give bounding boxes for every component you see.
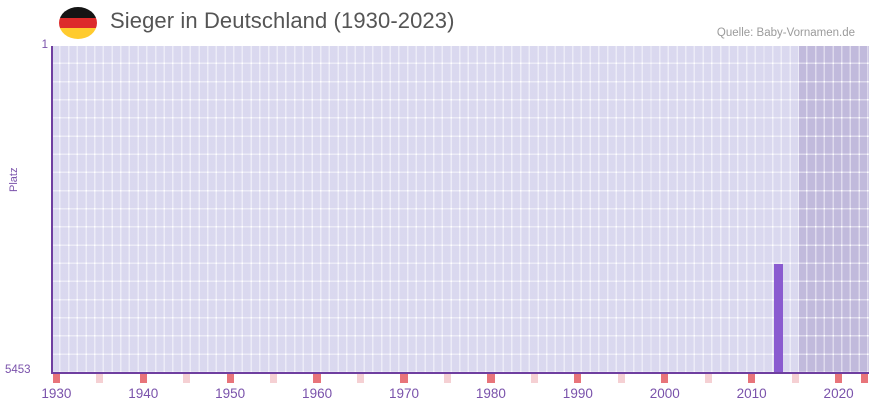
x-tick-major (834, 374, 843, 383)
x-axis-tick-label: 2000 (649, 386, 680, 401)
x-tick-minor (443, 374, 452, 383)
chart-header: Sieger in Deutschland (1930-2023) Quelle… (0, 0, 873, 46)
x-tick-minor (704, 374, 712, 383)
x-tick-minor (530, 374, 538, 383)
y-axis-tick-bottom: 5453 (5, 364, 31, 376)
flag-band-black (59, 7, 97, 18)
flag-band-gold (59, 28, 97, 39)
plot-area (52, 46, 869, 373)
x-axis-ticks (52, 374, 869, 383)
x-tick-major (52, 374, 60, 383)
x-axis-tick-label: 1950 (215, 386, 246, 401)
shaded-region (799, 46, 869, 373)
x-axis-tick-label: 2010 (736, 386, 767, 401)
y-axis-line (51, 46, 53, 374)
data-bar[interactable] (774, 263, 784, 373)
x-tick-minor (270, 374, 278, 383)
x-axis-line (51, 372, 869, 374)
german-flag-icon (59, 7, 97, 39)
x-axis-tick-label: 1970 (388, 386, 420, 401)
x-tick-major (574, 374, 582, 383)
bars-layer (52, 46, 869, 373)
x-tick-minor (183, 374, 191, 383)
x-axis-tick-label: 1930 (41, 386, 72, 401)
x-tick-major (313, 374, 321, 383)
x-tick-major (861, 374, 869, 383)
x-axis-tick-label: 1980 (475, 386, 506, 401)
x-tick-minor (96, 374, 104, 383)
x-tick-major (748, 374, 756, 383)
x-tick-major (661, 374, 669, 383)
x-tick-major (400, 374, 408, 383)
x-tick-minor (356, 374, 365, 383)
page-title: Sieger in Deutschland (1930-2023) (110, 8, 455, 33)
x-tick-major (226, 374, 234, 383)
x-tick-minor (617, 374, 625, 383)
x-axis-tick-label: 2020 (823, 386, 854, 401)
y-axis-tick-top: 1 (41, 39, 48, 51)
x-axis-tick-label: 1940 (128, 386, 159, 401)
x-tick-minor (791, 374, 799, 383)
x-axis-tick-label: 1960 (302, 386, 333, 401)
x-tick-major (487, 374, 495, 383)
source-attribution: Quelle: Baby-Vornamen.de (716, 27, 855, 39)
x-axis-tick-label: 1990 (562, 386, 593, 401)
flag-band-red (59, 17, 97, 29)
x-tick-major (139, 374, 147, 383)
x-axis-labels: 1930 1940 1950 1960 1970 1980 1990 2000 2010 2020 (0, 386, 873, 408)
grid-background (52, 46, 869, 373)
y-axis-title: Platz (8, 167, 20, 192)
